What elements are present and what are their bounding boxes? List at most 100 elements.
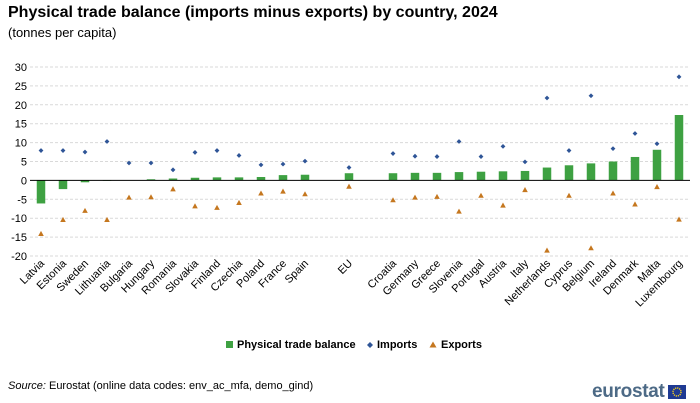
exports-marker — [170, 186, 176, 192]
balance-bar — [674, 115, 684, 181]
balance-bar — [256, 176, 266, 181]
legend-balance-label: Physical trade balance — [237, 339, 356, 351]
balance-bar — [498, 171, 508, 181]
balance-bar — [454, 172, 464, 181]
y-tick-label: 25 — [15, 81, 27, 93]
balance-bar — [80, 180, 90, 183]
imports-marker — [148, 160, 154, 166]
exports-marker — [544, 247, 550, 253]
x-tick-label: EU — [336, 258, 355, 277]
balance-bar — [652, 149, 662, 181]
imports-marker — [192, 150, 198, 155]
balance-bar — [410, 172, 420, 181]
imports-marker — [60, 148, 66, 153]
imports-marker — [38, 148, 44, 153]
exports-marker — [346, 183, 352, 189]
exports-marker — [610, 190, 616, 196]
balance-bar — [234, 177, 244, 181]
imports-marker — [390, 151, 396, 156]
imports-marker — [170, 167, 176, 173]
imports-marker — [214, 148, 220, 153]
imports-marker — [434, 154, 440, 159]
balance-bar — [344, 173, 354, 181]
balance-bar — [520, 170, 530, 181]
exports-marker — [60, 216, 66, 222]
balance-bar — [190, 177, 200, 181]
exports-marker — [456, 208, 462, 214]
balance-bar — [630, 156, 640, 181]
exports-marker — [38, 230, 44, 236]
balance-bar — [608, 161, 618, 181]
exports-marker — [82, 207, 88, 213]
eu-flag-icon — [667, 385, 686, 399]
balance-bars — [36, 115, 684, 204]
exports-marker — [192, 203, 198, 209]
gridlines — [30, 66, 690, 257]
imports-markers — [38, 74, 682, 173]
legend-imports-swatch — [367, 342, 373, 348]
imports-marker — [522, 159, 528, 165]
legend: Physical trade balance Imports Exports — [226, 339, 482, 351]
legend-exports-label: Exports — [441, 339, 482, 351]
legend-exports-swatch — [429, 341, 437, 348]
exports-markers — [38, 183, 682, 253]
imports-marker — [302, 158, 308, 164]
imports-marker — [258, 162, 264, 168]
exports-marker — [412, 194, 418, 200]
y-axis-tick-labels: 30 25 20 15 10 5 0 -5 -10 -15 -20 — [11, 62, 27, 263]
y-tick-label: 20 — [15, 100, 27, 112]
y-tick-label: 15 — [15, 119, 27, 131]
balance-bar — [168, 178, 178, 181]
imports-marker — [566, 148, 572, 153]
exports-marker — [478, 192, 484, 198]
balance-bar — [212, 177, 222, 181]
imports-marker — [412, 153, 418, 159]
source-label: Source: — [8, 380, 46, 392]
exports-marker — [214, 204, 220, 210]
exports-marker — [434, 193, 440, 199]
imports-marker — [280, 161, 286, 167]
legend-balance-swatch — [226, 341, 233, 348]
y-tick-label: 10 — [15, 138, 27, 150]
imports-marker — [126, 160, 132, 166]
balance-bar — [58, 180, 68, 190]
y-tick-label: 30 — [15, 62, 27, 74]
imports-marker — [456, 139, 462, 144]
exports-marker — [500, 202, 506, 208]
imports-marker — [676, 74, 682, 80]
balance-bar — [388, 173, 398, 181]
eurostat-logo: eurostat — [592, 381, 686, 403]
exports-marker — [258, 190, 264, 196]
exports-marker — [302, 191, 308, 197]
imports-marker — [588, 93, 594, 99]
balance-bar — [146, 179, 156, 181]
trade-balance-chart: 30 25 20 15 10 5 0 -5 -10 -15 -20 LatviaEstoniaSwe… — [11, 62, 690, 351]
exports-marker — [632, 201, 638, 207]
balance-bar — [300, 174, 310, 181]
chart-subtitle: (tonnes per capita) — [8, 25, 117, 40]
exports-marker — [566, 192, 572, 198]
balance-bar — [36, 180, 46, 204]
exports-marker — [126, 194, 132, 200]
logo-text: eurostat — [592, 381, 665, 402]
imports-marker — [544, 95, 550, 101]
balance-bar — [586, 163, 596, 181]
imports-marker — [478, 154, 484, 159]
chart-title: Physical trade balance (imports minus ex… — [8, 4, 498, 21]
imports-marker — [654, 141, 660, 147]
y-tick-label: -15 — [11, 232, 27, 244]
x-tick-label: Spain — [283, 258, 311, 286]
exports-marker — [236, 199, 242, 205]
balance-bar — [476, 171, 486, 181]
imports-marker — [632, 131, 638, 136]
y-tick-label: -5 — [17, 194, 27, 206]
exports-marker — [390, 197, 396, 203]
legend-imports-label: Imports — [377, 339, 417, 351]
y-tick-label: 5 — [21, 157, 27, 169]
imports-marker — [104, 139, 110, 144]
x-axis-tick-labels: LatviaEstoniaSwedenLithuaniaBulgariaHung… — [18, 257, 685, 309]
imports-marker — [82, 149, 88, 155]
exports-marker — [654, 184, 660, 190]
balance-bar — [432, 172, 442, 181]
balance-bar — [564, 165, 574, 181]
